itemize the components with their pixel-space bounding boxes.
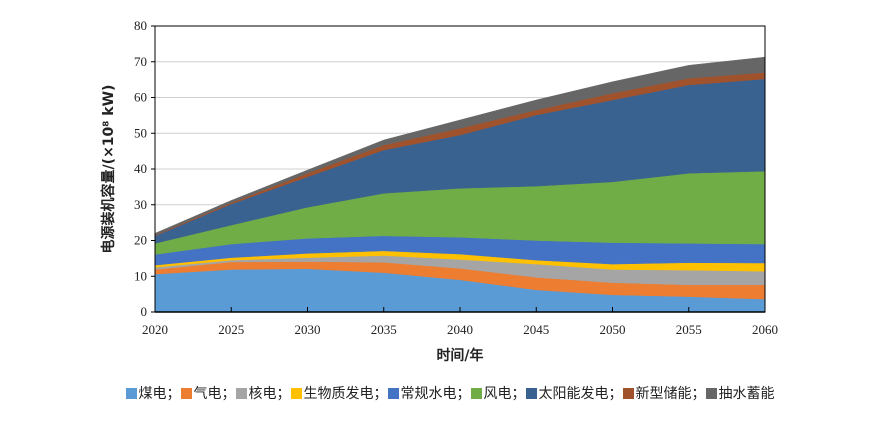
legend-label: 气电	[193, 386, 222, 402]
legend-swatch	[387, 387, 399, 399]
y-tick-label: 20	[134, 233, 147, 248]
legend-label: 抽水蓄能	[718, 386, 775, 402]
legend-swatch	[180, 387, 192, 399]
legend-label: 新型储能	[635, 386, 692, 402]
x-tick-label: 2045	[523, 322, 549, 337]
legend-separator: ；	[456, 386, 471, 402]
legend-swatch	[525, 387, 537, 399]
legend-item: 风电；	[470, 383, 526, 403]
x-tick-label: 2040	[447, 322, 473, 337]
legend-item: 煤电；	[125, 383, 181, 403]
legend-swatch	[705, 387, 717, 399]
legend-swatch	[622, 387, 634, 399]
x-tick-label: 2050	[600, 322, 626, 337]
y-tick-label: 60	[134, 90, 147, 105]
legend-label: 常规水电	[400, 386, 457, 402]
x-tick-label: 2030	[295, 322, 321, 337]
legend-swatch	[470, 387, 482, 399]
y-tick-labels: 0 10 20 30 40 50 60 70 80	[134, 18, 147, 319]
y-tick-label: 80	[134, 18, 147, 33]
x-tick-label: 2025	[218, 322, 244, 337]
x-tick-label: 2020	[142, 322, 168, 337]
legend-item: 常规水电；	[387, 383, 471, 403]
series-areas	[154, 56, 766, 313]
legend-separator: ；	[608, 386, 623, 402]
legend-separator: ；	[221, 386, 236, 402]
y-tick-label: 10	[134, 268, 147, 283]
legend-separator: ；	[691, 386, 706, 402]
legend: 煤电；气电；核电；生物质发电；常规水电；风电；太阳能发电；新型储能；抽水蓄能	[100, 383, 800, 403]
legend-label: 核电	[248, 386, 277, 402]
y-tick-label: 40	[134, 161, 147, 176]
legend-separator: ；	[276, 386, 291, 402]
y-tick-label: 70	[134, 54, 147, 69]
legend-item: 核电；	[235, 383, 291, 403]
x-tick-label: 2055	[676, 322, 702, 337]
y-axis-title: 电源装机容量/(×10⁸ kW)	[100, 85, 117, 254]
legend-item: 新型储能；	[622, 383, 706, 403]
legend-label: 生物质发电	[303, 386, 374, 402]
y-tick-label: 30	[134, 197, 147, 212]
legend-swatch	[290, 387, 302, 399]
legend-item: 抽水蓄能	[705, 383, 775, 403]
legend-swatch	[235, 387, 247, 399]
legend-label: 风电	[483, 386, 512, 402]
legend-label: 煤电	[138, 386, 167, 402]
x-axis-title: 时间/年	[436, 347, 483, 364]
legend-item: 气电；	[180, 383, 236, 403]
legend-separator: ；	[511, 386, 526, 402]
legend-swatch	[125, 387, 137, 399]
x-tick-label: 2035	[371, 322, 397, 337]
x-tick-label: 2060	[752, 322, 778, 337]
legend-item: 生物质发电；	[290, 383, 388, 403]
legend-separator: ；	[373, 386, 388, 402]
legend-separator: ；	[166, 386, 181, 402]
x-tick-labels: 2020 2025 2030 2035 2040 2045 2050 2055 2060	[142, 322, 778, 337]
legend-item: 太阳能发电；	[525, 383, 623, 403]
y-tick-label: 50	[134, 125, 147, 140]
y-tick-label: 0	[141, 304, 148, 319]
axes	[151, 25, 766, 313]
legend-label: 太阳能发电	[538, 386, 609, 402]
